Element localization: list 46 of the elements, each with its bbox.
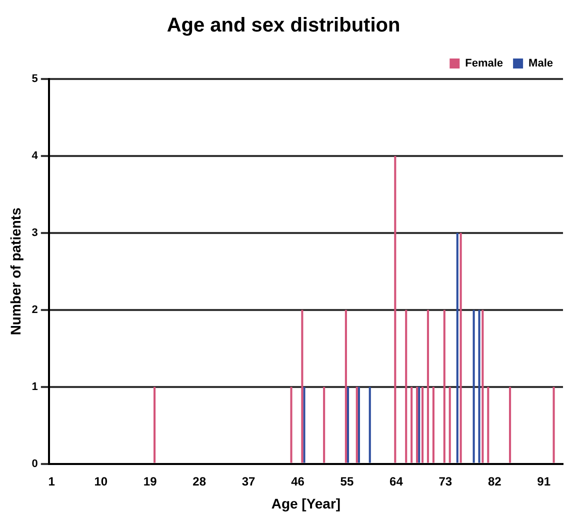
- bar: [478, 310, 480, 463]
- bar: [290, 386, 292, 463]
- bar: [456, 232, 458, 463]
- bar: [487, 386, 490, 463]
- x-tick-label: 64: [390, 474, 404, 488]
- legend-label: Female: [465, 58, 504, 70]
- y-tick-label: 3: [32, 226, 38, 239]
- bar: [443, 310, 446, 463]
- y-axis-title: Number of patients: [7, 207, 24, 336]
- y-tick-label: 2: [32, 304, 38, 316]
- bar: [421, 386, 424, 463]
- x-tick-label: 91: [537, 474, 551, 488]
- y-tick-label: 0: [32, 458, 38, 470]
- x-tick-label: 19: [143, 474, 158, 488]
- bar: [482, 310, 484, 463]
- bar: [460, 232, 462, 463]
- bar: [394, 156, 396, 463]
- x-tick-label: 46: [291, 474, 305, 488]
- x-tick-label: 10: [94, 474, 108, 488]
- bar: [405, 310, 408, 463]
- legend-label: Male: [528, 58, 554, 70]
- bar: [432, 386, 434, 463]
- x-tick-label: 28: [192, 474, 206, 488]
- bar: [154, 386, 156, 463]
- x-axis-title: Age [Year]: [271, 495, 341, 512]
- chart-title: Age and sex distribution: [166, 14, 400, 37]
- bar: [410, 386, 413, 463]
- x-tick-label: 82: [488, 474, 502, 488]
- bar: [323, 386, 326, 463]
- bar: [303, 386, 306, 463]
- y-tick-label: 4: [32, 150, 39, 162]
- x-tick-label: 37: [242, 474, 256, 488]
- bar: [448, 386, 451, 463]
- bar: [344, 310, 347, 463]
- x-tick-label: 1: [48, 474, 56, 488]
- x-tick-label: 73: [438, 474, 452, 488]
- bar: [508, 386, 512, 463]
- bar: [426, 310, 430, 463]
- bar: [552, 386, 555, 463]
- y-tick-label: 1: [32, 380, 38, 393]
- bar: [346, 386, 350, 463]
- bar: [301, 310, 304, 463]
- bar: [472, 310, 475, 463]
- bar: [368, 386, 371, 463]
- y-tick-label: 5: [32, 73, 38, 86]
- x-tick-label: 55: [340, 474, 354, 488]
